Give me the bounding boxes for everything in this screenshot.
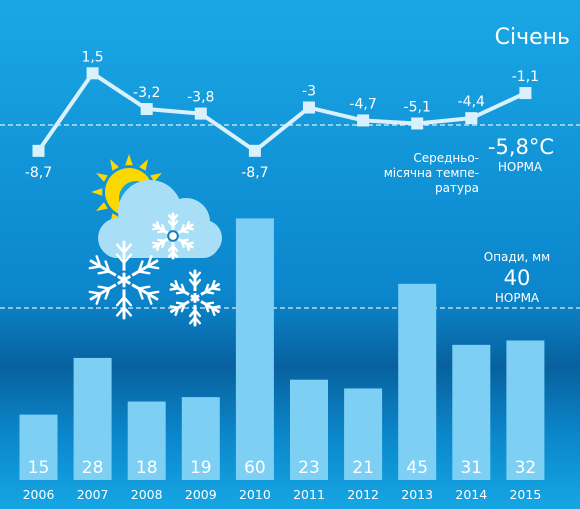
temperature-point [194,107,207,120]
year-label: 2008 [131,487,163,502]
bar-value-label: 31 [460,458,482,478]
precipitation-bar [290,379,328,480]
snowflake-icon [88,240,160,320]
temperature-value-label: 1,5 [81,49,103,65]
temperature-value-label: -3 [302,84,316,100]
precipitation-bar [235,218,274,480]
precipitation-bar [398,283,437,480]
temperature-norm-label: Середньо-місячна темпе-ратура [384,151,479,195]
year-label: 2010 [239,487,271,502]
precipitation-bars: 15 28 18 19 60 23 21 45 31 32 [19,218,545,480]
precipitation-bar [127,401,166,480]
snowflake-icon [169,269,221,327]
precipitation-bar [506,340,545,480]
bar-value-label: 28 [82,458,104,478]
year-label: 2014 [455,487,487,502]
year-label: 2013 [401,487,433,502]
bar-value-label: 23 [298,458,320,478]
bar-value-label: 18 [136,458,158,478]
temperature-point [86,67,99,80]
precipitation-bar [181,397,220,480]
temperature-norm-value: -5,8°C [488,135,554,159]
chart-title: Січень [495,25,570,50]
temperature-value-label: -5,1 [404,99,431,115]
temperature-value-label: -4,7 [349,96,376,112]
bar-value-label: 19 [190,458,212,478]
precipitation-bar [19,414,58,480]
temperature-value-label: -4,4 [458,94,485,110]
precipitation-norm-tag: НОРМА [495,291,540,305]
year-labels: 2006 2007 2008 2009 2010 2011 2012 2013 2014 2015 [23,487,542,502]
bar-value-label: 32 [515,458,537,478]
precipitation-norm-value: 40 [504,266,531,290]
year-label: 2011 [293,487,325,502]
year-label: 2006 [23,487,55,502]
bar-value-label: 15 [28,458,50,478]
year-label: 2009 [185,487,217,502]
precipitation-bar [452,344,491,480]
temperature-line: -8,7 1,5 -3,2 -3,8 -8,7 -3 -4,7 -5,1 -4,4 -1,1 [25,49,539,181]
temperature-value-label: -3,2 [133,85,160,101]
temperature-point [248,144,261,157]
temperature-value-label: -1,1 [512,69,539,85]
temperature-point [140,103,153,116]
weather-illustration [88,154,222,327]
temperature-value-label: -8,7 [25,165,52,181]
temperature-norm-tag: НОРМА [498,160,543,174]
temperature-point [411,117,424,130]
temperature-series-line [36,71,527,153]
year-label: 2012 [347,487,379,502]
year-label: 2015 [509,487,541,502]
bar-value-label: 21 [352,458,374,478]
bar-value-label: 45 [406,458,428,478]
temperature-value-label: -8,7 [241,165,268,181]
temperature-point [32,144,45,157]
temperature-point [303,101,315,114]
temperature-norm-annotation: Середньо-місячна темпе-ратура -5,8°C НОР… [384,135,554,195]
precipitation-bar [73,357,112,480]
bar-value-label: 60 [244,458,266,478]
snowflake-icon [152,212,194,260]
temperature-point [519,87,532,100]
year-label: 2007 [77,487,109,502]
temperature-point [465,112,478,125]
precipitation-norm-label: Опади, мм [484,250,550,264]
precipitation-norm-annotation: Опади, мм 40 НОРМА [484,250,550,305]
precipitation-bar [344,388,383,480]
temperature-value-label: -3,8 [187,90,214,106]
temperature-point [357,114,370,127]
